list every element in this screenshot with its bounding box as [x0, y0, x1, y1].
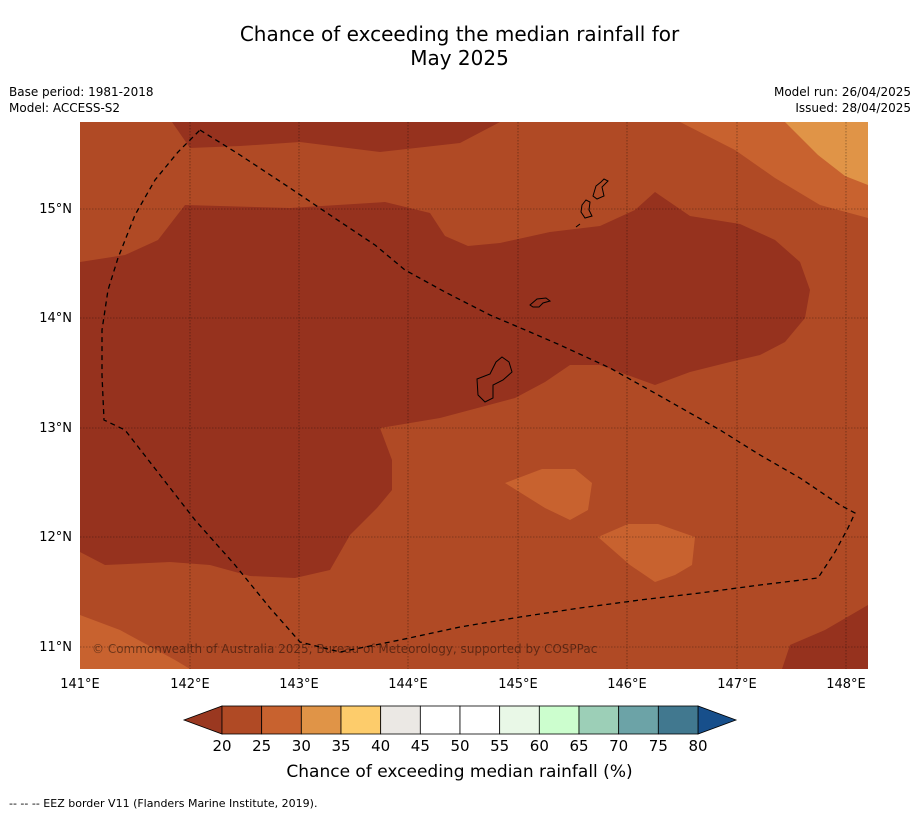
title-line-1: Chance of exceeding the median rainfall …	[239, 22, 680, 46]
island-tinian	[580, 199, 593, 219]
colorbar-under-triangle	[182, 705, 223, 735]
lon-label-3: 144°E	[388, 677, 428, 692]
lat-label-0: 15°N	[39, 202, 72, 217]
contour-band-20-25-north	[172, 122, 500, 152]
contour-band-30-35-patch-2	[598, 524, 695, 582]
colorbar-tick-20: 20	[212, 737, 231, 755]
colorbar-title: Chance of exceeding median rainfall (%)	[286, 762, 633, 782]
colorbar-tick-70: 70	[609, 737, 628, 755]
lon-label-6: 147°E	[717, 677, 757, 692]
map-title: Chance of exceeding the median rainfall …	[0, 22, 919, 70]
title-line-2: May 2025	[410, 46, 509, 70]
issued-date: Issued: 28/04/2025	[795, 101, 911, 115]
colorbar-tick-50: 50	[450, 737, 469, 755]
latitude-labels: 15°N 14°N 13°N 12°N 11°N	[39, 202, 72, 655]
contour-band-35-40-northeast	[785, 122, 868, 185]
colorbar-tick-25: 25	[252, 737, 271, 755]
lon-label-5: 146°E	[607, 677, 647, 692]
lat-label-1: 14°N	[39, 311, 72, 326]
contour-band-20-25-central	[80, 192, 810, 578]
colorbar-swatch-3	[340, 705, 382, 735]
longitude-labels: 141°E 142°E 143°E 144°E 145°E 146°E 147°…	[60, 677, 866, 692]
island-rota	[529, 297, 552, 308]
model-name: Model: ACCESS-S2	[9, 101, 121, 115]
island-guam	[476, 356, 513, 403]
colorbar-tick-80: 80	[688, 737, 707, 755]
lon-label-4: 145°E	[498, 677, 538, 692]
copyright-text: © Commonwealth of Australia 2025, Bureau…	[92, 642, 597, 656]
colorbar-swatch-9	[578, 705, 620, 735]
model-run: Model run: 26/04/2025	[773, 85, 911, 99]
contour-band-30-35-patch-1	[505, 469, 592, 520]
colorbar-swatch-6	[459, 705, 501, 735]
colorbar-over-triangle	[697, 705, 738, 735]
lon-label-2: 143°E	[279, 677, 319, 692]
colorbar-tick-65: 65	[569, 737, 588, 755]
eez-border	[101, 129, 856, 653]
lon-label-0: 141°E	[60, 677, 100, 692]
base-period: Base period: 1981-2018	[9, 85, 154, 99]
colorbar-tick-60: 60	[530, 737, 549, 755]
colorbar-swatch-10	[618, 705, 659, 735]
contour-band-30-35-southwest	[80, 615, 190, 669]
island-aguijan	[575, 223, 581, 228]
colorbar-swatch-4	[380, 705, 421, 735]
island-saipan	[592, 178, 609, 200]
lat-label-2: 13°N	[39, 421, 72, 436]
colorbar-tick-45: 45	[411, 737, 430, 755]
meta-left: Base period: 1981-2018 Model: ACCESS-S2	[9, 84, 154, 116]
colorbar: 20 25 30 35 40 45 50 55 60 65 70 75 80	[182, 705, 738, 755]
eez-footnote: -- -- -- EEZ border V11 (Flanders Marine…	[9, 797, 318, 810]
colorbar-swatch-1	[261, 705, 302, 735]
lon-label-1: 142°E	[170, 677, 210, 692]
colorbar-swatch-0	[221, 705, 263, 735]
colorbar-swatch-7	[499, 705, 540, 735]
lat-label-4: 11°N	[39, 640, 72, 655]
colorbar-tick-75: 75	[649, 737, 668, 755]
contour-band-20-25-southeast	[782, 605, 868, 669]
map-gridlines	[80, 122, 868, 669]
colorbar-tick-30: 30	[292, 737, 311, 755]
lon-label-7: 148°E	[826, 677, 866, 692]
colorbar-tick-35: 35	[331, 737, 350, 755]
colorbar-swatch-5	[419, 705, 461, 735]
colorbar-tick-55: 55	[490, 737, 509, 755]
colorbar-swatch-8	[538, 705, 580, 735]
island-outlines	[476, 178, 609, 403]
meta-right: Model run: 26/04/2025 Issued: 28/04/2025	[774, 84, 911, 116]
lat-label-3: 12°N	[39, 530, 72, 545]
colorbar-tick-40: 40	[371, 737, 390, 755]
colorbar-swatch-2	[300, 705, 342, 735]
rainfall-contours	[80, 122, 868, 669]
colorbar-swatch-11	[657, 705, 699, 735]
